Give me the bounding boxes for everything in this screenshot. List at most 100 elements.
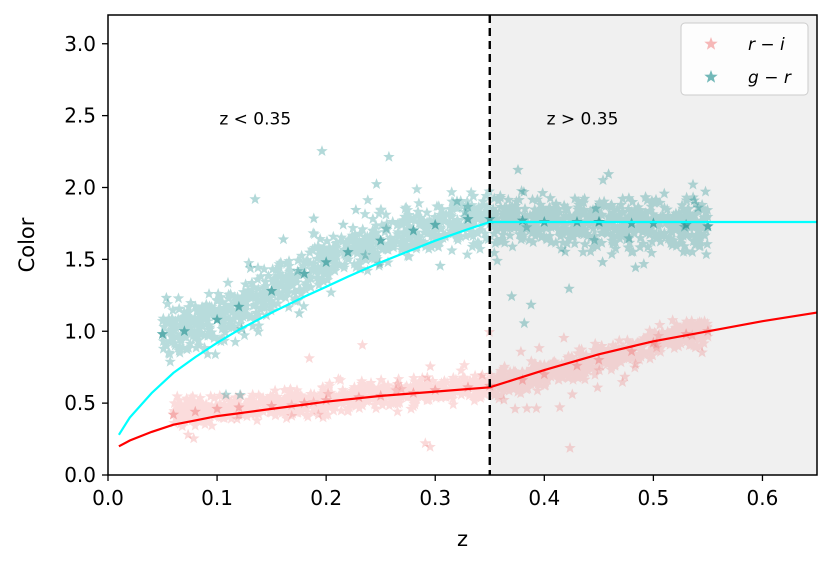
scatter-outlier xyxy=(312,408,325,420)
scatter-outlier xyxy=(322,387,334,399)
legend-label: r − i xyxy=(748,35,785,55)
scatter-point xyxy=(538,368,550,380)
x-tick-label: 0.3 xyxy=(419,486,451,510)
scatter-outlier xyxy=(602,168,615,179)
scatter-outlier xyxy=(596,256,609,267)
scatter-outlier xyxy=(356,339,369,350)
scatter-outlier xyxy=(651,341,663,353)
scatter-outlier xyxy=(303,352,315,364)
scatter-outlier xyxy=(451,195,463,207)
scatter-outlier xyxy=(286,410,298,421)
scatter-outlier xyxy=(564,442,576,453)
scatter-outlier xyxy=(395,383,408,394)
scatter-point xyxy=(342,246,354,257)
scatter-outlier xyxy=(359,249,372,261)
scatter-point xyxy=(265,285,278,296)
axes-layer: 0.0 0.1 0.2 0.3 0.4 0.5 0.6 0.0 0.5 1.0 1.5 2.0 2.5 3… xyxy=(15,14,818,551)
legend-label: g − r xyxy=(748,68,792,88)
scatter-point xyxy=(462,381,474,393)
scatter-outlier xyxy=(518,186,530,197)
scatter-outlier xyxy=(391,377,404,389)
scatter-point xyxy=(375,234,387,246)
scatter-outlier xyxy=(421,371,433,383)
scatter-outlier xyxy=(434,259,446,271)
scatter-point xyxy=(265,400,278,411)
scatter-outlier xyxy=(623,232,635,244)
y-tick-label: 1.5 xyxy=(64,247,96,271)
scatter-outlier xyxy=(512,163,524,175)
scatter-outlier xyxy=(590,202,602,214)
scatter-outlier xyxy=(188,432,200,444)
scatter-outlier xyxy=(509,402,521,414)
legend-marker xyxy=(704,70,718,83)
scatter-point xyxy=(484,213,496,224)
scatter-point xyxy=(211,402,223,414)
x-tick-label: 0.0 xyxy=(92,486,124,510)
plot-frame xyxy=(107,14,818,476)
scatter-point xyxy=(429,218,441,230)
scatter-point xyxy=(320,256,332,268)
scatter-outlier xyxy=(383,150,395,162)
scatter-outlier xyxy=(476,369,488,380)
scatter-outlier xyxy=(591,381,604,393)
annotation-low-z: z < 0.35 xyxy=(219,110,291,130)
scatter-outlier xyxy=(652,330,665,341)
scatter-outlier xyxy=(530,402,543,414)
model-line-layer xyxy=(117,220,818,448)
scatter-outlier xyxy=(462,200,474,212)
scatter-outlier xyxy=(419,437,431,449)
scatter-outlier xyxy=(506,290,518,302)
x-tick-label: 0.4 xyxy=(528,486,560,510)
scatter-outlier xyxy=(182,428,194,440)
scatter-point xyxy=(233,300,245,312)
scatter-outlier xyxy=(563,282,575,294)
scatter-point xyxy=(298,267,310,279)
scatter-point xyxy=(429,384,441,395)
x-axis-title: z xyxy=(457,527,468,551)
annotation-layer: z < 0.35 z > 0.35 xyxy=(219,110,618,130)
y-tick-label: 1.0 xyxy=(64,319,96,343)
scatter-outlier xyxy=(616,376,629,387)
scatter-outlier xyxy=(650,338,662,350)
scatter-point xyxy=(211,313,223,325)
scatter-outlier xyxy=(286,399,298,411)
scatter-outlier xyxy=(458,206,471,217)
scatter-point xyxy=(593,354,605,365)
y-axis-title: Color xyxy=(15,217,39,272)
scatter-outlier xyxy=(350,203,362,215)
scatter-outlier xyxy=(688,194,700,206)
scatter-point xyxy=(680,218,692,230)
scatter-point xyxy=(407,224,420,236)
r-minus-i-model-line xyxy=(118,311,818,448)
scatter-point xyxy=(625,345,638,357)
x-tick-label: 0.1 xyxy=(201,486,233,510)
scatter-outlier xyxy=(619,370,631,382)
x-tick-label: 0.5 xyxy=(637,486,669,510)
scatter-outlier xyxy=(566,388,578,400)
scatter-outlier xyxy=(678,221,691,232)
y-tick-label: 2.0 xyxy=(64,176,96,200)
g-minus-r-model-line xyxy=(117,220,817,436)
y-tick-label: 2.5 xyxy=(64,104,96,128)
scatter-outlier xyxy=(498,394,510,405)
scatter-outlier xyxy=(316,145,328,156)
scatter-outlier xyxy=(234,388,246,400)
scatter-point xyxy=(462,213,474,224)
scatter-outlier xyxy=(525,298,537,310)
y-tick-label: 0.5 xyxy=(64,391,96,415)
y-tick-label: 0.0 xyxy=(64,463,96,487)
scatter-outlier xyxy=(424,360,436,372)
scatter-outlier xyxy=(629,358,642,370)
x-tick-label: 0.2 xyxy=(310,486,342,510)
scatter-point xyxy=(353,391,365,403)
scatter-outlier xyxy=(521,221,533,233)
scatter-outlier xyxy=(292,265,304,276)
scatter-outlier xyxy=(160,291,173,303)
scatter-outlier xyxy=(337,218,349,230)
scatter-outlier xyxy=(554,401,566,413)
scatter-outlier xyxy=(533,342,545,353)
scatter-outlier xyxy=(380,222,392,234)
annotation-high-z: z > 0.35 xyxy=(547,110,619,130)
scatter-outlier xyxy=(277,233,290,245)
